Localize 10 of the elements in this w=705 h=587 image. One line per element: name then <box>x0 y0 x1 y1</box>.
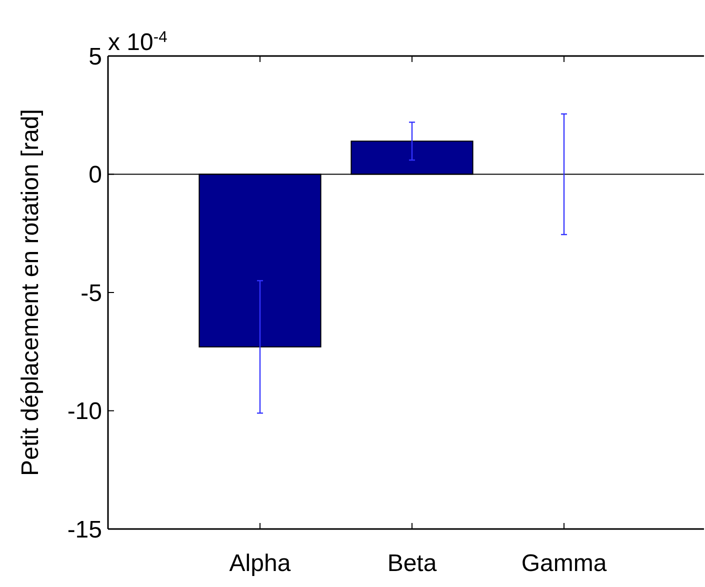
y-tick-label: 5 <box>88 43 102 70</box>
y-tick-label: -5 <box>80 280 102 307</box>
x-tick-label: Alpha <box>229 550 292 577</box>
y-axis-title: Petit déplacement en rotation [rad] <box>17 109 44 476</box>
y-tick-label: 0 <box>88 162 102 189</box>
annotation: x 10$^{-4}$ <box>108 28 168 56</box>
x-tick-label: Gamma <box>521 550 608 577</box>
x-tick-label: Beta <box>387 550 438 577</box>
y-tick-label: -10 <box>67 398 102 426</box>
y-tick-label: -15 <box>67 516 102 544</box>
